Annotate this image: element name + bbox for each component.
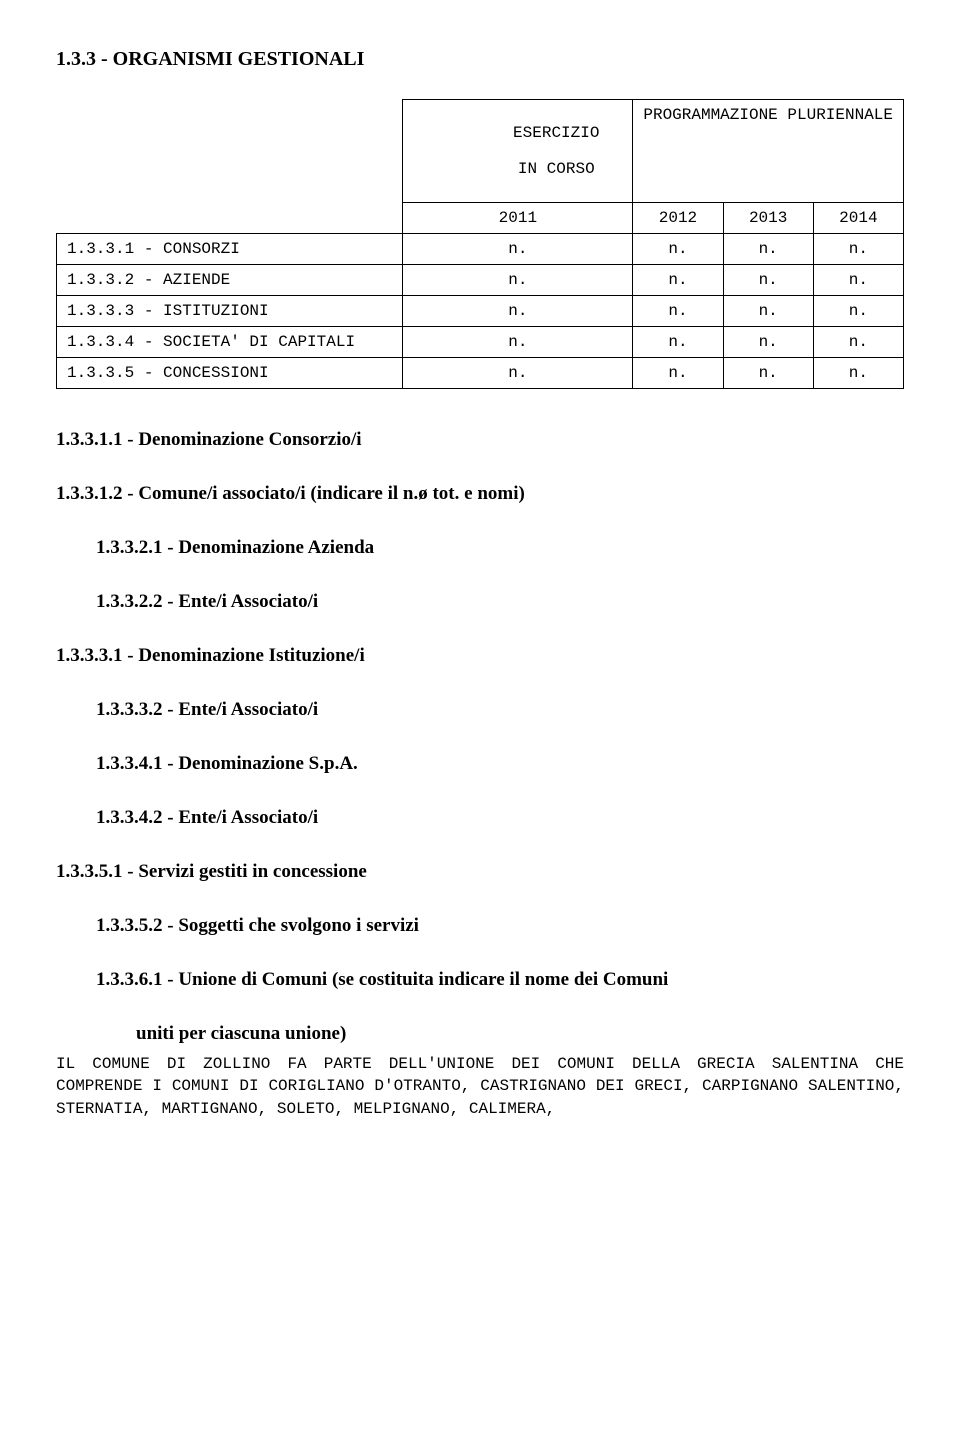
row-value: n. xyxy=(813,265,903,296)
table-header-programmazione: PROGRAMMAZIONE PLURIENNALE xyxy=(633,100,904,203)
section-heading: 1.3.3.2.2 - Ente/i Associato/i xyxy=(96,591,904,613)
row-value: n. xyxy=(633,358,723,389)
body-paragraph: IL COMUNE DI ZOLLINO FA PARTE DELL'UNION… xyxy=(56,1053,904,1120)
row-value: n. xyxy=(723,296,813,327)
section-heading: 1.3.3.1.1 - Denominazione Consorzio/i xyxy=(56,429,904,451)
sections-list: 1.3.3.1.1 - Denominazione Consorzio/i 1.3… xyxy=(56,429,904,1045)
row-label: 1.3.3.3 - ISTITUZIONI xyxy=(57,296,403,327)
table-header-year: 2014 xyxy=(813,203,903,234)
row-label: 1.3.3.2 - AZIENDE xyxy=(57,265,403,296)
row-value: n. xyxy=(403,358,633,389)
section-heading: 1.3.3.6.1 - Unione di Comuni (se costitu… xyxy=(96,969,904,991)
section-heading: 1.3.3.5.2 - Soggetti che svolgono i serv… xyxy=(96,915,904,937)
row-label: 1.3.3.1 - CONSORZI xyxy=(57,234,403,265)
row-value: n. xyxy=(403,234,633,265)
table-row: 1.3.3.3 - ISTITUZIONI n. n. n. n. xyxy=(57,296,904,327)
row-value: n. xyxy=(813,296,903,327)
row-value: n. xyxy=(813,234,903,265)
section-heading: 1.3.3.5.1 - Servizi gestiti in concessio… xyxy=(56,861,904,883)
row-value: n. xyxy=(403,296,633,327)
table-header-year: 2013 xyxy=(723,203,813,234)
page-title: 1.3.3 - ORGANISMI GESTIONALI xyxy=(56,48,904,71)
header-esercizio-line2: IN CORSO xyxy=(518,160,595,178)
row-value: n. xyxy=(633,327,723,358)
section-heading: uniti per ciascuna unione) xyxy=(136,1023,904,1045)
row-value: n. xyxy=(403,265,633,296)
row-value: n. xyxy=(723,358,813,389)
table-header-esercizio: ESERCIZIO IN CORSO xyxy=(403,100,633,203)
section-heading: 1.3.3.1.2 - Comune/i associato/i (indica… xyxy=(56,483,904,505)
row-label: 1.3.3.5 - CONCESSIONI xyxy=(57,358,403,389)
row-value: n. xyxy=(403,327,633,358)
row-value: n. xyxy=(633,296,723,327)
table-row: 1.3.3.5 - CONCESSIONI n. n. n. n. xyxy=(57,358,904,389)
row-value: n. xyxy=(633,234,723,265)
table-header-year: 2011 xyxy=(403,203,633,234)
row-value: n. xyxy=(633,265,723,296)
table-row: 1.3.3.2 - AZIENDE n. n. n. n. xyxy=(57,265,904,296)
section-heading: 1.3.3.4.2 - Ente/i Associato/i xyxy=(96,807,904,829)
organismi-table: ESERCIZIO IN CORSO PROGRAMMAZIONE PLURIE… xyxy=(56,99,904,389)
row-label: 1.3.3.4 - SOCIETA' DI CAPITALI xyxy=(57,327,403,358)
table-row: 1.3.3.1 - CONSORZI n. n. n. n. xyxy=(57,234,904,265)
row-value: n. xyxy=(723,234,813,265)
row-value: n. xyxy=(723,327,813,358)
table-row: 1.3.3.4 - SOCIETA' DI CAPITALI n. n. n. … xyxy=(57,327,904,358)
section-heading: 1.3.3.2.1 - Denominazione Azienda xyxy=(96,537,904,559)
row-value: n. xyxy=(813,358,903,389)
header-esercizio-line1: ESERCIZIO xyxy=(513,124,599,142)
section-heading: 1.3.3.3.1 - Denominazione Istituzione/i xyxy=(56,645,904,667)
section-heading: 1.3.3.4.1 - Denominazione S.p.A. xyxy=(96,753,904,775)
row-value: n. xyxy=(723,265,813,296)
row-value: n. xyxy=(813,327,903,358)
section-heading: 1.3.3.3.2 - Ente/i Associato/i xyxy=(96,699,904,721)
table-header-year: 2012 xyxy=(633,203,723,234)
